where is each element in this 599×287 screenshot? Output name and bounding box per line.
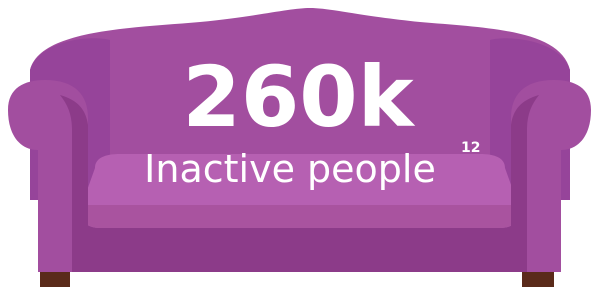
sofa-graphic: 260k Inactive people 12 bbox=[0, 0, 599, 287]
page: {"headline": {"value": "260k", "label": … bbox=[0, 0, 599, 287]
headline-value: 260k bbox=[182, 48, 415, 146]
headline-label: Inactive people bbox=[144, 147, 436, 191]
seat-cushion-edge bbox=[80, 205, 520, 228]
footnote-marker: 12 bbox=[461, 140, 480, 156]
